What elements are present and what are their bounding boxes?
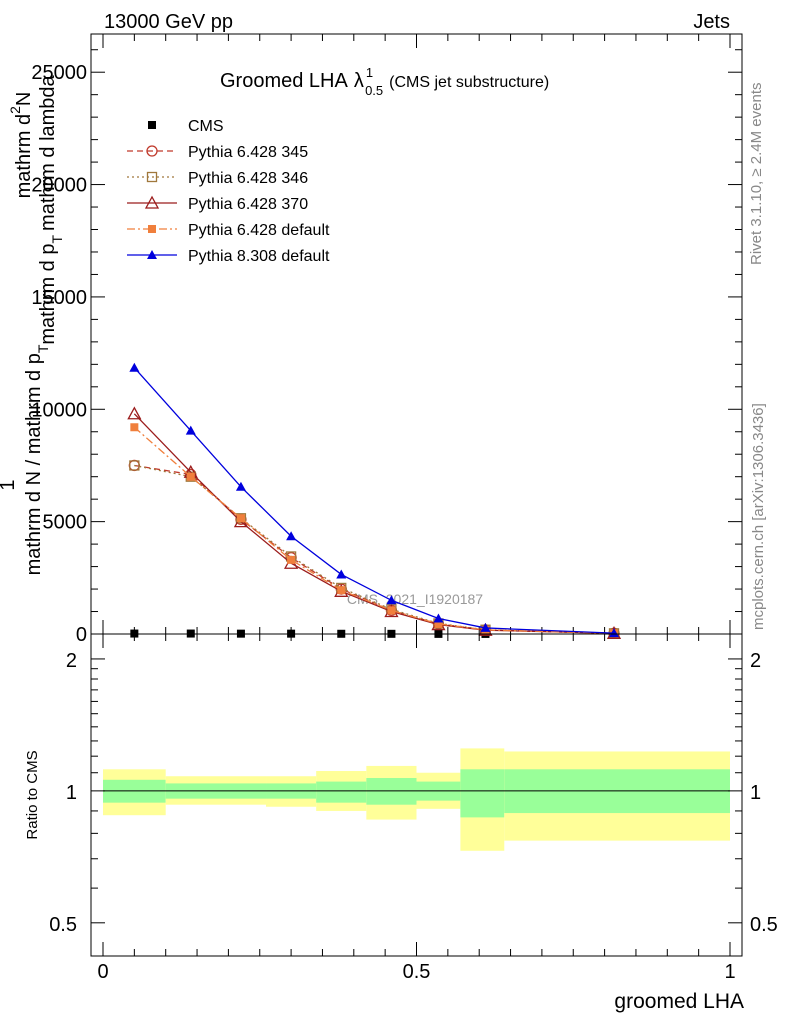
legend-entry-pythia-8-308-default: Pythia 8.308 default <box>127 248 330 265</box>
ratio-y-tick-label-right: 2 <box>750 650 761 672</box>
point-pythia-8-308-default <box>386 595 397 605</box>
y-label-line3-text: mathrm d p <box>37 244 59 345</box>
legend-entry-cms: CMS <box>148 118 224 135</box>
point-pythia-8-308-default <box>336 569 347 579</box>
legend-marker-pythia-6-428-370 <box>144 195 160 209</box>
chart-title: Groomed LHA λ 1 0.5 (CMS jet substructure) <box>220 65 549 98</box>
legend-marker-pythia-8-308-default <box>147 250 157 259</box>
main-y-tick-label: 25000 <box>31 62 87 84</box>
legend-entry-pythia-6-428-346: Pythia 6.428 346 <box>127 170 308 187</box>
main-series-group <box>127 362 622 639</box>
main-y-tick-label: 15000 <box>31 287 87 309</box>
watermark: CMS_2021_I1920187 <box>347 591 483 607</box>
legend-label-pythia-8-308-default: Pythia 8.308 default <box>188 248 330 265</box>
y-label-line3: mathrm d pTmathrm d lambda <box>37 74 65 344</box>
legend-marker-pythia-6-428-346 <box>146 171 158 183</box>
chart-title-note: (CMS jet substructure) <box>389 74 549 91</box>
legend-entry-pythia-6-428-345: Pythia 6.428 345 <box>127 144 308 161</box>
chart-title-main: Groomed LHA <box>220 70 348 92</box>
point-pythia-6-428-default <box>130 423 139 432</box>
legend-marker-pythia-6-428-default <box>148 225 156 233</box>
main-axis-ticks: 0 5000 10000 15000 20000 25000 <box>31 34 742 646</box>
legend: CMS Pythia 6.428 345 Pythia 6.428 346 Pythi… <box>127 118 330 265</box>
ratio-y-tick-label: 0.5 <box>49 914 77 936</box>
legend-label-pythia-6-428-default: Pythia 6.428 default <box>188 222 330 239</box>
legend-entry-pythia-6-428-370: Pythia 6.428 370 <box>127 195 308 213</box>
point-pythia-8-308-default <box>480 622 491 632</box>
point-pythia-6-428-default <box>236 514 245 523</box>
legend-marker-pythia-6-428-345 <box>146 145 158 157</box>
point-pythia-6-428-346 <box>235 513 247 524</box>
ratio-panel: 0.5 0.5 1 1 2 2 0 0.5 1 Ratio to CMS groomed LHA <box>24 633 778 1013</box>
y-label-line2-sup: 2 <box>7 106 23 114</box>
point-pythia-6-428-default <box>186 472 195 481</box>
mcplots-label: mcplots.cern.ch [arXiv:1306.3436] <box>750 403 767 630</box>
y-label-line3-sub: T <box>49 235 65 244</box>
ratio-y-tick-label: 2 <box>66 650 77 672</box>
ratio-y-label: Ratio to CMS <box>24 750 41 839</box>
chart-title-lambda: λ <box>354 70 364 92</box>
legend-label-cms: CMS <box>188 118 224 135</box>
main-y-tick-label: 20000 <box>31 175 87 197</box>
main-y-tick-label: 10000 <box>31 399 87 421</box>
main-panel: 0 5000 10000 15000 20000 25000 CMS_2021_I1920… <box>0 33 743 646</box>
point-pythia-6-428-346 <box>129 460 140 471</box>
point-pythia-8-308-default <box>235 481 246 491</box>
series-line-pythia-6-428-345 <box>134 464 615 634</box>
ratio-y-tick-label: 1 <box>66 782 77 804</box>
y-label-line1-sub: T <box>35 344 51 353</box>
point-pythia-6-428-default <box>287 555 296 564</box>
point-pythia-6-428-370 <box>127 406 142 420</box>
x-tick-label: 0.5 <box>403 961 431 983</box>
energy-label: 13000 GeV pp <box>104 11 233 33</box>
y-label-line1-main: mathrm d N / mathrm d pT <box>23 344 51 575</box>
point-pythia-8-308-default <box>286 531 297 541</box>
point-pythia-8-308-default <box>433 613 444 623</box>
y-label-line1: 1 <box>0 479 19 490</box>
main-y-tick-label: 0 <box>76 624 87 646</box>
point-pythia-8-308-default <box>129 362 140 372</box>
point-pythia-8-308-default <box>609 628 620 638</box>
legend-label-pythia-6-428-370: Pythia 6.428 370 <box>188 196 308 213</box>
point-pythia-6-428-default <box>434 619 443 628</box>
y-label-line1-text: mathrm d N / mathrm d p <box>23 353 45 575</box>
rivet-label: Rivet 3.1.10, ≥ 2.4M events <box>748 83 765 266</box>
series-pythia-8-308-default <box>129 362 620 638</box>
x-tick-label: 1 <box>724 961 735 983</box>
y-label-line2-rest: N <box>13 92 35 106</box>
x-axis-label: groomed LHA <box>614 990 744 1013</box>
main-y-axis-label: 1 mathrm d N / mathrm d pT mathrm d2N ma… <box>0 74 65 575</box>
point-pythia-8-308-default <box>185 425 196 435</box>
main-y-tick-label: 5000 <box>43 512 88 534</box>
x-tick-label: 0 <box>97 961 108 983</box>
process-label: Jets <box>693 11 730 33</box>
legend-marker-cms <box>148 121 156 129</box>
y-label-line3-rest: mathrm d lambda <box>37 74 59 230</box>
y-label-line1-prefix: 1 <box>0 479 19 490</box>
y-label-line2-text: mathrm d <box>13 114 35 198</box>
point-pythia-6-428-default <box>387 606 396 615</box>
ratio-y-tick-label-right: 0.5 <box>750 914 778 936</box>
ratio-axis-ticks: 0.5 0.5 1 1 2 2 0 0.5 1 <box>49 634 778 983</box>
chart-title-sub: 0.5 <box>365 83 383 98</box>
ratio-band-green <box>460 769 505 818</box>
y-label-line2: mathrm d2N <box>7 92 35 199</box>
chart-title-sup: 1 <box>366 65 373 80</box>
point-pythia-6-428-default <box>337 586 346 595</box>
ratio-band-green <box>316 781 367 803</box>
series-pythia-6-428-345 <box>128 459 620 639</box>
legend-entry-pythia-6-428-default: Pythia 6.428 default <box>127 222 330 239</box>
legend-label-pythia-6-428-345: Pythia 6.428 345 <box>188 144 308 161</box>
ratio-bands <box>103 748 730 851</box>
ratio-y-tick-label-right: 1 <box>750 782 761 804</box>
legend-label-pythia-6-428-346: Pythia 6.428 346 <box>188 170 308 187</box>
series-line-pythia-6-428-346 <box>134 464 615 634</box>
